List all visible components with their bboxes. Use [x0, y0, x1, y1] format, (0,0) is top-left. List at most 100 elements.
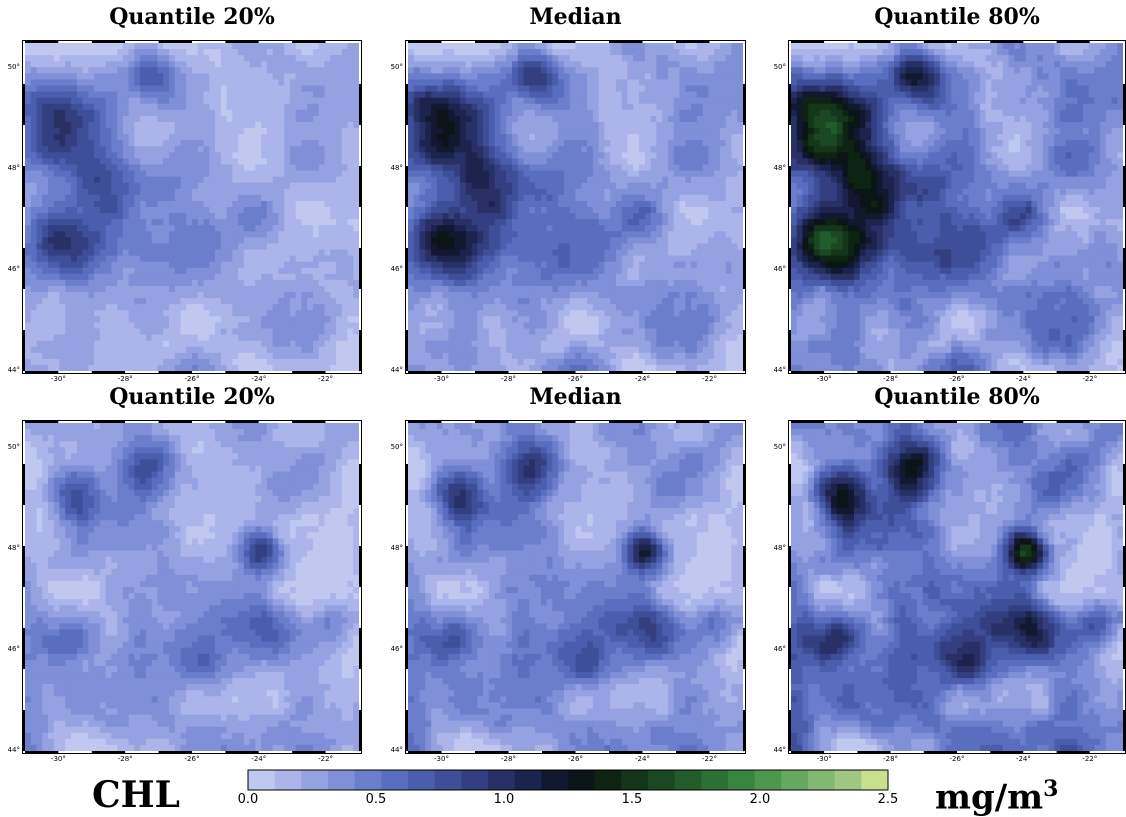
heatmap-cell	[204, 207, 210, 214]
heatmap-cell	[255, 177, 261, 184]
heatmap-cell	[146, 152, 152, 159]
heatmap-cell	[273, 225, 279, 232]
heatmap-cell	[564, 195, 570, 202]
heatmap-cell	[140, 171, 146, 178]
heatmap-cell	[460, 61, 466, 68]
heatmap-cell	[157, 280, 163, 287]
heatmap-cell	[587, 183, 593, 190]
heatmap-cell	[31, 292, 37, 299]
heatmap-cell	[512, 134, 518, 141]
heatmap-cell	[529, 43, 535, 50]
heatmap-cell	[244, 86, 250, 93]
heatmap-cell	[169, 231, 175, 238]
heatmap-cell	[353, 110, 359, 117]
heatmap-cell	[610, 213, 616, 220]
heatmap-cell	[495, 158, 501, 165]
heatmap-cell	[414, 158, 420, 165]
heatmap-cell	[48, 310, 54, 317]
heatmap-cell	[261, 152, 267, 159]
heatmap-cell	[425, 67, 431, 74]
heatmap-cell	[83, 341, 89, 348]
heatmap-cell	[674, 171, 680, 178]
heatmap-cell	[319, 250, 325, 257]
heatmap-cell	[431, 146, 437, 153]
heatmap-cell	[336, 322, 342, 329]
heatmap-cell	[500, 225, 506, 232]
heatmap-cell	[679, 183, 685, 190]
heatmap-cell	[278, 140, 284, 147]
heatmap-cell	[123, 110, 129, 117]
heatmap-cell	[558, 104, 564, 111]
heatmap-cell	[296, 243, 302, 250]
heatmap-cell	[238, 92, 244, 99]
heatmap-cell	[100, 341, 106, 348]
heatmap-cell	[65, 274, 71, 281]
heatmap-cell	[330, 183, 336, 190]
heatmap-cell	[255, 110, 261, 117]
heatmap-cell	[88, 286, 94, 293]
heatmap-cell	[192, 116, 198, 123]
heatmap-cell	[587, 140, 593, 147]
heatmap-cell	[558, 86, 564, 93]
heatmap-cell	[336, 116, 342, 123]
heatmap-cell	[157, 335, 163, 342]
heatmap-cell	[731, 43, 737, 50]
heatmap-cell	[662, 110, 668, 117]
heatmap-cell	[232, 201, 238, 208]
heatmap-cell	[437, 98, 443, 105]
heatmap-cell	[679, 122, 685, 129]
heatmap-cell	[425, 146, 431, 153]
heatmap-cell	[483, 110, 489, 117]
heatmap-cell	[425, 219, 431, 226]
heatmap-cell	[460, 55, 466, 62]
heatmap-cell	[123, 86, 129, 93]
heatmap-cell	[500, 195, 506, 202]
heatmap-cell	[186, 55, 192, 62]
heatmap-cell	[192, 250, 198, 257]
heatmap-cell	[639, 183, 645, 190]
heatmap-cell	[506, 104, 512, 111]
heatmap-cell	[54, 225, 60, 232]
heatmap-cell	[353, 116, 359, 123]
heatmap-cell	[685, 67, 691, 74]
heatmap-cell	[250, 104, 256, 111]
heatmap-cell	[77, 365, 83, 372]
heatmap-cell	[215, 292, 221, 299]
heatmap-cell	[697, 110, 703, 117]
heatmap-cell	[134, 268, 140, 275]
heatmap-cell	[204, 322, 210, 329]
heatmap-cell	[65, 110, 71, 117]
heatmap-cell	[674, 98, 680, 105]
heatmap-cell	[347, 122, 353, 129]
heatmap-cell	[129, 292, 135, 299]
heatmap-cell	[691, 92, 697, 99]
heatmap-cell	[495, 73, 501, 80]
heatmap-cell	[703, 92, 709, 99]
heatmap-cell	[330, 310, 336, 317]
heatmap-cell	[668, 116, 674, 123]
heatmap-cell	[157, 116, 163, 123]
heatmap-cell	[296, 268, 302, 275]
heatmap-cell	[599, 67, 605, 74]
heatmap-cell	[238, 262, 244, 269]
heatmap-cell	[273, 134, 279, 141]
heatmap-cell	[347, 274, 353, 281]
heatmap-cell	[431, 134, 437, 141]
heatmap-cell	[238, 183, 244, 190]
heatmap-cell	[639, 158, 645, 165]
heatmap-cell	[460, 158, 466, 165]
heatmap-cell	[610, 177, 616, 184]
heatmap-cell	[319, 219, 325, 226]
heatmap-cell	[313, 243, 319, 250]
heatmap-cell	[353, 280, 359, 287]
heatmap-cell	[708, 213, 714, 220]
heatmap-cell	[111, 61, 117, 68]
heatmap-cell	[123, 43, 129, 50]
heatmap-cell	[134, 43, 140, 50]
heatmap-cell	[77, 262, 83, 269]
heatmap-cell	[169, 353, 175, 360]
heatmap-cell	[651, 92, 657, 99]
heatmap-cell	[330, 262, 336, 269]
heatmap-cell	[466, 122, 472, 129]
heatmap-cell	[697, 171, 703, 178]
